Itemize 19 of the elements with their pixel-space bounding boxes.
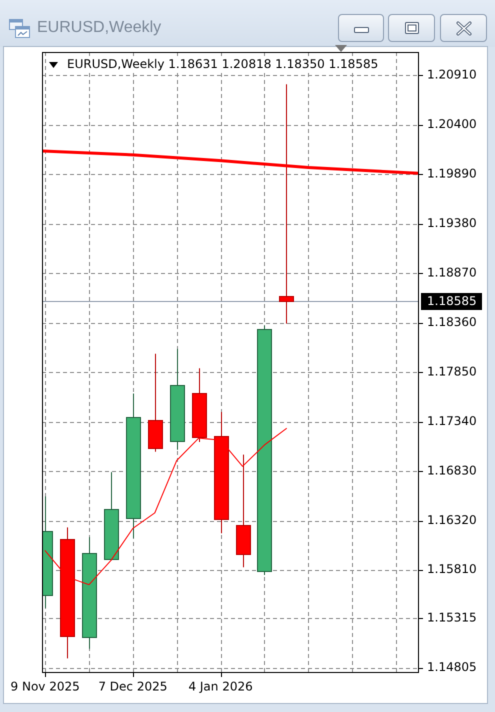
chart-title: EURUSD,Weekly <box>37 18 162 37</box>
y-tick-label: 1.17850 <box>427 364 477 378</box>
y-tick-label: 1.20400 <box>427 116 477 131</box>
chart-subtitle: EURUSD,Weekly 1.18631 1.20818 1.18350 1.18585 <box>67 57 378 71</box>
y-tick-label: 1.19380 <box>427 216 477 230</box>
y-tick-label: 1.15315 <box>427 610 477 624</box>
y-tick-label: 1.16320 <box>427 512 477 527</box>
y-tick-label: 1.15810 <box>427 562 477 576</box>
y-tick-label: 1.19890 <box>427 166 477 180</box>
y-tick-label: 1.17340 <box>427 414 477 428</box>
y-tick-label: 1.18870 <box>427 265 477 280</box>
x-tick-label: 9 Nov 2025 <box>10 679 80 694</box>
y-tick-label: 1.16830 <box>427 463 477 478</box>
x-tick-label: 4 Jan 2026 <box>188 679 253 694</box>
ref-line-label: 1.18585 <box>427 294 477 308</box>
y-tick-label: 1.20910 <box>427 67 477 82</box>
x-tick-label: 7 Dec 2025 <box>98 679 168 694</box>
y-tick-label: 1.14805 <box>427 660 477 674</box>
y-tick-label: 1.18360 <box>427 314 477 329</box>
